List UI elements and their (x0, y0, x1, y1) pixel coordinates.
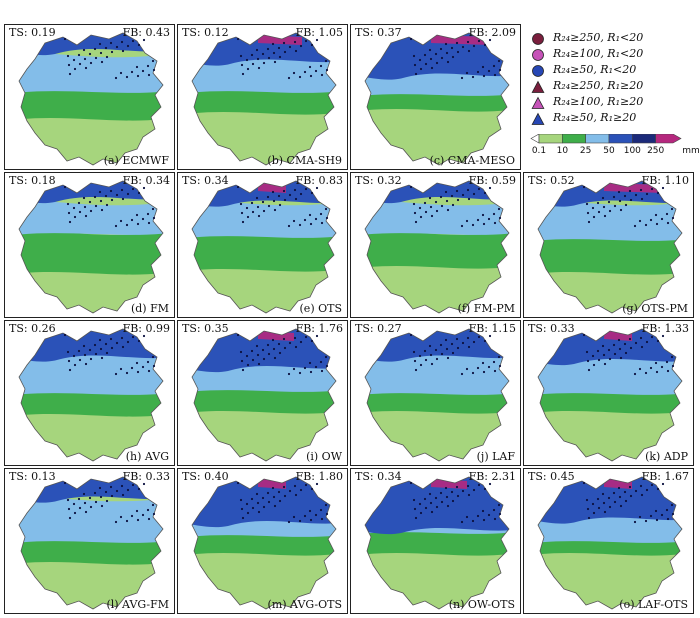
fb-score: FB: 1.05 (295, 26, 343, 39)
map-panel: TS: 0.18 FB: 0.34 (d) FM (4, 172, 175, 318)
panel-label: (o) LAF-OTS (619, 598, 688, 611)
precipitation-map (191, 32, 337, 166)
legend-text: R₂₄≥50, R₁<20 (553, 63, 637, 76)
ts-score: TS: 0.40 (182, 470, 229, 483)
panel-label: (e) OTS (299, 302, 342, 315)
colorbar-tick: 10 (556, 146, 569, 156)
fb-score: FB: 1.33 (641, 322, 689, 335)
triangle-marker-icon (531, 112, 545, 125)
circle-marker-icon (532, 49, 544, 61)
panel-label: (n) OW-OTS (448, 598, 515, 611)
map-panel: TS: 0.12 FB: 1.05 (b) CMA-SH9 (177, 24, 348, 170)
precipitation-map (364, 180, 510, 314)
panel-label: (l) AVG-FM (106, 598, 169, 611)
triangle-marker-icon (531, 96, 545, 109)
ts-score: TS: 0.52 (528, 174, 575, 187)
panel-label: (i) OW (306, 450, 342, 463)
map-panel: TS: 0.34 FB: 2.31 (n) OW-OTS (350, 468, 521, 614)
precipitation-map (191, 180, 337, 314)
panel-label: (k) ADP (645, 450, 688, 463)
ts-score: TS: 0.12 (182, 26, 229, 39)
map-panel: TS: 0.37 FB: 2.09 (c) CMA-MESO (350, 24, 521, 170)
map-panel: TS: 0.33 FB: 1.33 (k) ADP (523, 320, 694, 466)
precipitation-map (18, 476, 164, 610)
fb-score: FB: 0.83 (295, 174, 343, 187)
map-panel: TS: 0.19 FB: 0.43 (a) ECMWF (4, 24, 175, 170)
ts-score: TS: 0.13 (9, 470, 56, 483)
map-panel: TS: 0.40 FB: 1.80 (m) AVG-OTS (177, 468, 348, 614)
precipitation-map (18, 32, 164, 166)
ts-score: TS: 0.27 (355, 322, 402, 335)
ts-score: TS: 0.18 (9, 174, 56, 187)
circle-marker-icon (532, 33, 544, 45)
colorbar-tick: 250 (647, 146, 665, 156)
legend-text: R₂₄≥100, R₁<20 (553, 47, 644, 60)
map-panel: TS: 0.35 FB: 1.76 (i) OW (177, 320, 348, 466)
fb-score: FB: 1.76 (295, 322, 343, 335)
colorbar-tick: 50 (603, 146, 615, 156)
map-panel: TS: 0.26 FB: 0.99 (h) AVG (4, 320, 175, 466)
map-panel: TS: 0.52 FB: 1.10 (g) OTS-PM (523, 172, 694, 318)
ts-score: TS: 0.35 (182, 322, 229, 335)
ts-score: TS: 0.33 (528, 322, 575, 335)
fb-score: FB: 1.10 (641, 174, 689, 187)
fb-score: FB: 1.15 (468, 322, 516, 335)
fb-score: FB: 0.43 (122, 26, 170, 39)
panel-label: (a) ECMWF (103, 154, 169, 167)
colorbar-tick: 25 (579, 146, 592, 156)
precipitation-map (191, 476, 337, 610)
fb-score: FB: 2.31 (468, 470, 516, 483)
circle-marker-icon (532, 65, 544, 77)
fb-score: FB: 0.34 (122, 174, 170, 187)
ts-score: TS: 0.34 (355, 470, 402, 483)
panel-label: (m) AVG-OTS (267, 598, 342, 611)
precipitation-map (364, 328, 510, 462)
colorbar (530, 134, 682, 144)
precipitation-map (364, 32, 510, 166)
fb-score: FB: 1.67 (641, 470, 689, 483)
fb-score: FB: 0.33 (122, 470, 170, 483)
panel-label: (c) CMA-MESO (429, 154, 515, 167)
panel-label: (d) FM (130, 302, 169, 315)
figure-grid: TS: 0.19 FB: 0.43 (a) ECMWF TS: 0.12 FB: 1.0… (4, 24, 700, 618)
precipitation-map (191, 328, 337, 462)
fb-score: FB: 0.59 (468, 174, 516, 187)
colorbar-tick: 0.1 (531, 146, 547, 156)
panel-label: (g) OTS-PM (622, 302, 688, 315)
map-panel: TS: 0.32 FB: 0.59 (f) FM-PM (350, 172, 521, 318)
ts-score: TS: 0.32 (355, 174, 402, 187)
map-panel: TS: 0.45 FB: 1.67 (o) LAF-OTS (523, 468, 694, 614)
ts-score: TS: 0.34 (182, 174, 229, 187)
fb-score: FB: 0.99 (122, 322, 170, 335)
ts-score: TS: 0.19 (9, 26, 56, 39)
panel-label: (b) CMA-SH9 (267, 154, 342, 167)
legend-text: R₂₄≥250, R₁<20 (553, 31, 644, 44)
map-panel: TS: 0.27 FB: 1.15 (j) LAF (350, 320, 521, 466)
legend: R₂₄≥250, R₁<20 R₂₄≥100, R₁<20 R₂₄≥50, R₁<2… (523, 24, 700, 170)
colorbar-tick: 100 (623, 146, 641, 156)
map-panel: TS: 0.34 FB: 0.83 (e) OTS (177, 172, 348, 318)
precipitation-map (537, 328, 683, 462)
panel-label: (h) AVG (125, 450, 169, 463)
panel-label: (j) LAF (476, 450, 515, 463)
precipitation-map (364, 476, 510, 610)
legend-text: R₂₄≥250, R₁≥20 (553, 79, 644, 92)
fb-score: FB: 2.09 (468, 26, 516, 39)
precipitation-map (537, 180, 683, 314)
ts-score: TS: 0.26 (9, 322, 56, 335)
ts-score: TS: 0.37 (355, 26, 402, 39)
colorbar-unit: mm (682, 146, 700, 156)
legend-text: R₂₄≥100, R₁≥20 (553, 95, 644, 108)
map-panel: TS: 0.13 FB: 0.33 (l) AVG-FM (4, 468, 175, 614)
ts-score: TS: 0.45 (528, 470, 575, 483)
fb-score: FB: 1.80 (295, 470, 343, 483)
precipitation-map (537, 476, 683, 610)
panel-label: (f) FM-PM (457, 302, 515, 315)
legend-text: R₂₄≥50, R₁≥20 (553, 111, 637, 124)
precipitation-map (18, 328, 164, 462)
precipitation-map (18, 180, 164, 314)
triangle-marker-icon (531, 80, 545, 93)
